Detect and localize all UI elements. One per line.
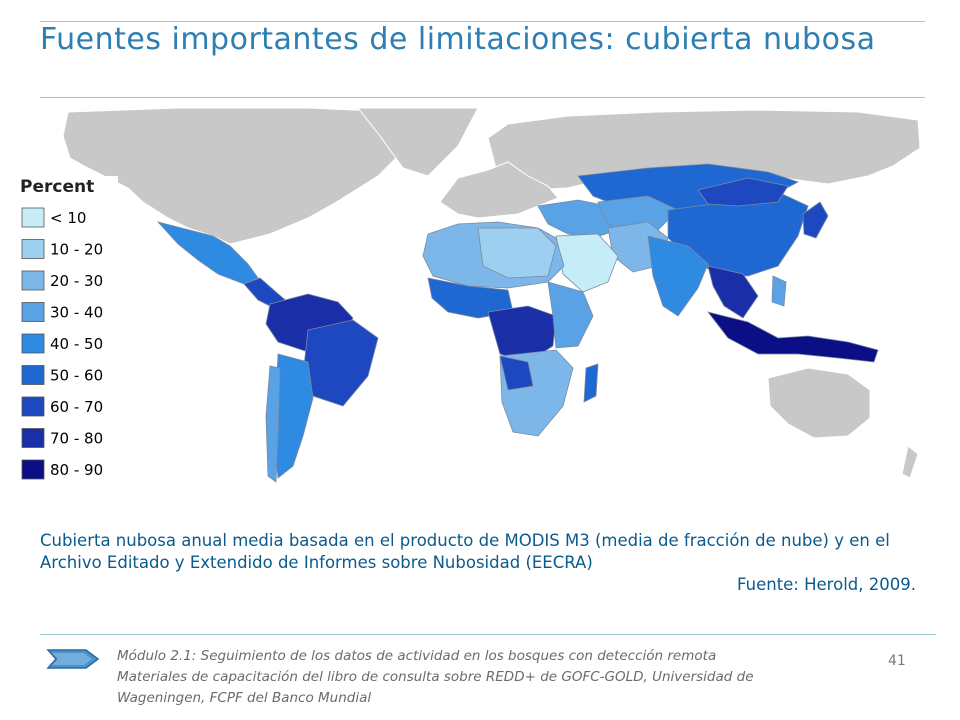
legend-swatch-0 (21, 207, 45, 228)
source-citation: Fuente: Herold, 2009. (737, 575, 916, 594)
indonesia-region (706, 311, 879, 363)
world-map-svg: Percent < 10 10 - 20 20 - 30 30 - 40 40 - 50… (8, 106, 938, 516)
mongolia-region (697, 177, 789, 207)
legend-swatch-8 (21, 459, 45, 480)
legend-swatch-2 (21, 270, 45, 291)
east-africa-region (547, 281, 594, 349)
page-number: 41 (888, 653, 906, 669)
legend-swatch-1 (21, 239, 45, 259)
legend-swatch-3 (21, 302, 45, 322)
legend-label-0: < 10 (50, 209, 86, 227)
footer-rule (40, 634, 936, 635)
legend-label-5: 50 - 60 (50, 367, 103, 385)
legend-swatch-4 (21, 333, 45, 354)
new-zealand-region (901, 445, 919, 479)
japan-region (802, 201, 829, 239)
legend-label-3: 30 - 40 (50, 304, 103, 322)
europe-region (439, 161, 559, 219)
legend-swatch-6 (21, 396, 45, 417)
legend-label-8: 80 - 90 (50, 461, 103, 479)
legend-label-1: 10 - 20 (50, 241, 103, 259)
footer-text: Módulo 2.1: Seguimiento de los datos de … (117, 646, 837, 709)
legend-swatch-5 (21, 365, 45, 385)
legend-label-2: 20 - 30 (50, 272, 103, 290)
india-region (647, 235, 709, 317)
southeast-asia-region (707, 265, 759, 319)
eurasia-north-region (487, 109, 921, 191)
sahara-region (477, 227, 557, 279)
australia-region (767, 367, 871, 439)
map-legend: Percent < 10 10 - 20 20 - 30 30 - 40 40 - 50… (8, 176, 118, 496)
philippines-region (771, 275, 787, 307)
central-africa-region (487, 305, 557, 363)
cloud-cover-map: Percent < 10 10 - 20 20 - 30 30 - 40 40 - 50… (8, 106, 938, 516)
legend-title: Percent (20, 177, 94, 197)
legend-items: < 10 10 - 20 20 - 30 30 - 40 40 - 50 50 - 60 6… (21, 207, 103, 480)
top-rule (40, 21, 925, 22)
map-caption: Cubierta nubosa anual media basada en el… (40, 531, 890, 572)
legend-label-6: 60 - 70 (50, 398, 103, 416)
slide-title: Fuentes importantes de limitaciones: cub… (40, 22, 876, 57)
greenland-region (356, 107, 479, 177)
angola-region (499, 355, 534, 391)
title-rule (40, 97, 925, 98)
arabia-region (555, 233, 619, 293)
chevron-arrow-icon (46, 649, 100, 669)
footer-materials-line: Materiales de capacitación del libro de … (117, 669, 754, 706)
legend-swatch-7 (21, 428, 45, 448)
footer-module-line: Módulo 2.1: Seguimiento de los datos de … (117, 648, 717, 664)
madagascar-region (583, 363, 599, 403)
chile-region (265, 365, 281, 483)
legend-label-4: 40 - 50 (50, 335, 103, 353)
legend-label-7: 70 - 80 (50, 430, 103, 448)
